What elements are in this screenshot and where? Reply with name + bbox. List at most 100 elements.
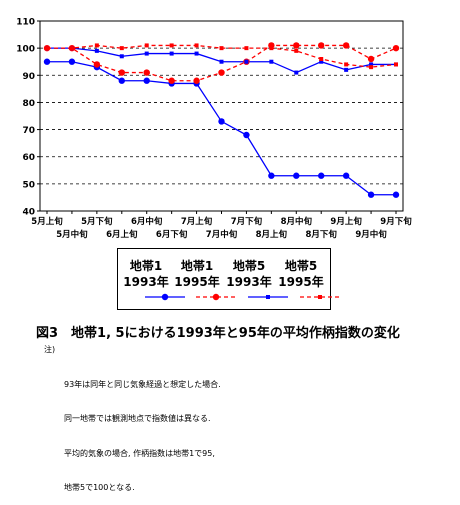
- data-point: [268, 172, 275, 179]
- data-point: [169, 51, 174, 56]
- data-point: [293, 42, 300, 49]
- data-point: [69, 46, 74, 51]
- data-point: [68, 58, 76, 65]
- x-tick-label: 5月中旬: [56, 229, 88, 240]
- note-line: 同一地帯では観測地点で指数値は異なる.: [64, 414, 211, 423]
- legend-label: 1993年: [226, 275, 272, 289]
- data-point: [244, 46, 249, 51]
- note-line: 93年は同年と同じ気象経過と想定した場合.: [64, 379, 221, 389]
- data-point: [45, 46, 49, 51]
- legend-label: 地帯1: [129, 259, 163, 273]
- legend-item: 地帯5 1995年: [276, 258, 326, 290]
- x-tick-label: 8月上旬: [256, 229, 288, 240]
- data-point: [118, 69, 125, 76]
- notes-head: 注): [44, 345, 56, 354]
- y-tick-label: 110: [16, 18, 35, 28]
- legend-swatch: [145, 293, 185, 301]
- x-axis: 5月上旬 5月中旬 5月下旬 6月上旬 6月中旬 6月下旬 7月上旬 7月中旬 7月下旬 8月上旬…: [31, 211, 412, 240]
- data-point: [367, 191, 375, 198]
- data-point: [392, 191, 400, 198]
- data-point: [244, 59, 249, 64]
- data-point: [144, 51, 149, 56]
- data-point: [318, 172, 325, 179]
- data-point: [144, 43, 149, 48]
- x-tick-label: 8月下旬: [306, 229, 338, 240]
- x-tick-label: 7月下旬: [231, 216, 263, 227]
- data-point: [318, 42, 325, 49]
- x-tick-label: 9月中旬: [355, 229, 387, 240]
- data-point: [143, 69, 150, 76]
- data-point: [194, 51, 199, 56]
- series-markers: [43, 42, 400, 198]
- legend-label: 1995年: [278, 275, 324, 289]
- y-axis: 40 50 60 70 80 90 100 110: [16, 18, 40, 218]
- data-point: [93, 61, 101, 68]
- data-point: [367, 55, 375, 63]
- data-point: [169, 43, 174, 48]
- data-point: [344, 67, 349, 72]
- legend-label: 地帯1: [180, 259, 214, 273]
- data-point: [219, 59, 224, 64]
- data-point: [369, 62, 374, 67]
- line-chart: 40 50 60 70 80 90 100 110 5月上旬 5月中旬 5月下旬 6月上旬 6月中旬 6…: [16, 18, 412, 241]
- x-tick-label: 6月上旬: [106, 229, 138, 240]
- data-point: [392, 44, 400, 52]
- data-point: [219, 46, 224, 51]
- legend-label: 地帯5: [284, 259, 318, 273]
- data-point: [168, 77, 175, 84]
- x-tick-label: 6月下旬: [156, 229, 188, 240]
- y-tick-label: 40: [22, 208, 35, 218]
- note-line: 平均的気象の場合, 作柄指数は地帯1で95,: [64, 448, 215, 458]
- data-point: [143, 77, 150, 84]
- data-point: [218, 118, 225, 125]
- data-point: [319, 59, 324, 64]
- data-point: [43, 58, 51, 65]
- data-point: [119, 54, 124, 59]
- x-tick-label: 8月中旬: [281, 216, 313, 227]
- x-tick-label: 7月上旬: [181, 216, 213, 227]
- legend-label: 地帯5: [232, 259, 266, 273]
- x-tick-label: 9月下旬: [380, 216, 412, 227]
- data-point: [94, 48, 99, 53]
- data-point: [344, 62, 349, 67]
- legend-swatch: [248, 295, 288, 299]
- data-point: [119, 46, 124, 51]
- data-point: [369, 65, 374, 70]
- y-tick-label: 60: [22, 153, 35, 163]
- legend: 地帯1 1993年 地帯1 1995年 地帯5 1993年 地帯5 1995年: [117, 248, 340, 310]
- legend-swatch: [196, 293, 236, 301]
- y-tick-label: 70: [22, 126, 35, 136]
- data-point: [319, 57, 324, 61]
- data-point: [294, 70, 299, 75]
- data-point: [218, 69, 225, 76]
- data-point: [243, 131, 250, 139]
- x-tick-label: 5月上旬: [31, 216, 63, 227]
- y-tick-label: 90: [22, 72, 35, 82]
- x-tick-label: 7月中旬: [206, 229, 238, 240]
- x-tick-label: 6月中旬: [131, 216, 163, 227]
- legend-item: 地帯1 1995年: [172, 258, 222, 290]
- data-point: [193, 77, 200, 84]
- x-tick-label: 9月上旬: [330, 216, 362, 227]
- note-line: 地帯5で100となる.: [64, 483, 135, 492]
- data-point: [118, 77, 125, 84]
- y-tick-label: 80: [22, 99, 35, 109]
- legend-label: 1993年: [123, 275, 169, 289]
- data-point: [94, 43, 99, 48]
- y-tick-label: 100: [16, 45, 35, 55]
- data-point: [269, 46, 274, 51]
- legend-label: 1995年: [174, 275, 220, 289]
- legend-item: 地帯5 1993年: [224, 258, 274, 290]
- data-point: [269, 59, 274, 64]
- data-point: [194, 43, 199, 48]
- y-tick-label: 50: [22, 180, 35, 190]
- figure-caption: 図3 地帯1, 5における1993年と95年の平均作柄指数の変化: [36, 326, 400, 341]
- x-tick-label: 5月下旬: [81, 216, 113, 227]
- data-point: [342, 172, 350, 179]
- data-point: [394, 62, 398, 67]
- data-point: [293, 172, 300, 179]
- legend-swatch: [300, 295, 340, 299]
- data-point: [294, 48, 299, 53]
- legend-item: 地帯1 1993年: [121, 258, 171, 290]
- data-point: [342, 42, 350, 49]
